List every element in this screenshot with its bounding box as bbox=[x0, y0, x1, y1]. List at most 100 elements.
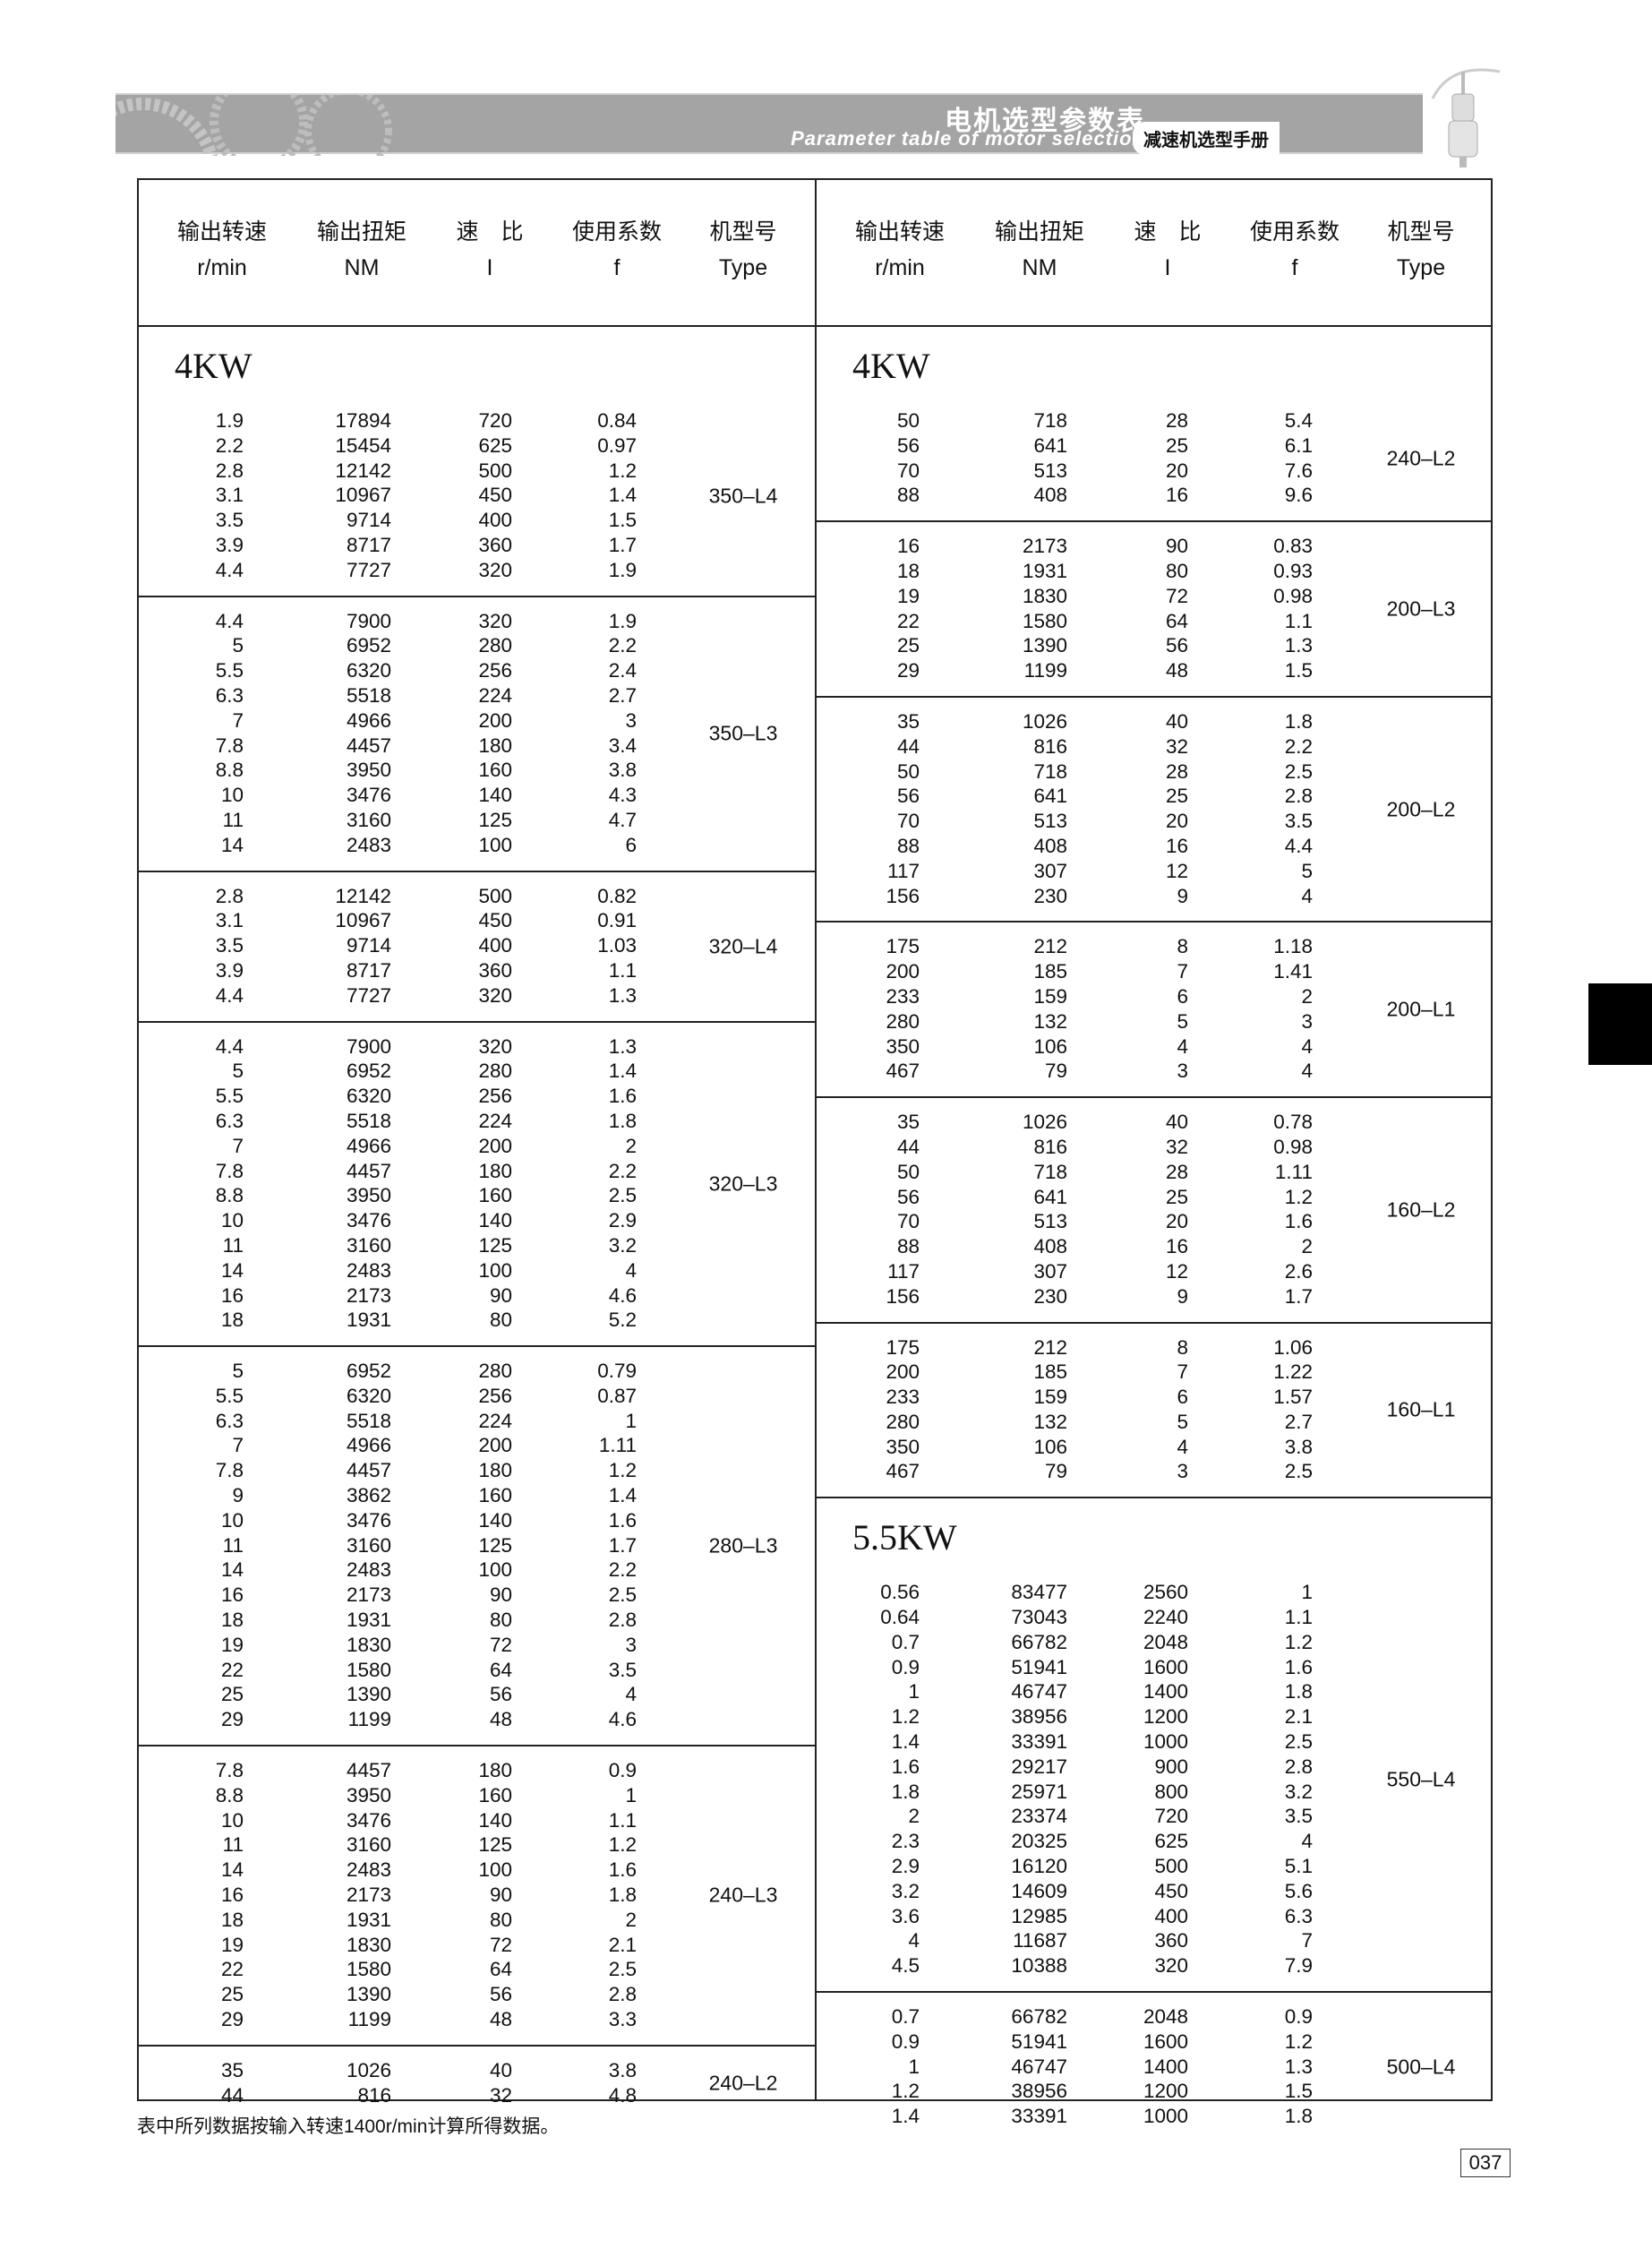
cell: 2.9 bbox=[891, 1855, 920, 1878]
cell: 1.6 bbox=[1284, 1210, 1313, 1233]
cell: 4 bbox=[1301, 1034, 1313, 1058]
cell: 212 bbox=[1033, 935, 1067, 958]
cell: 1.11 bbox=[1274, 1160, 1313, 1183]
model-group: 0.7 66782 2048 0.9 0.9 51941 1600 1.2 1 46747 1400… bbox=[817, 1993, 1491, 2141]
cell: 1.11 bbox=[598, 1434, 637, 1457]
table-row: 88 408 16 4.4 bbox=[817, 834, 1491, 859]
cell: 2.8 bbox=[215, 884, 244, 907]
cell: 500 bbox=[1154, 1855, 1188, 1878]
table-row: 156 230 9 1.7 bbox=[817, 1284, 1491, 1309]
cell: 0.64 bbox=[880, 1606, 920, 1629]
cell: 12142 bbox=[335, 459, 391, 482]
table-row: 5.5 6320 256 2.4 bbox=[139, 658, 815, 683]
cell: 1026 bbox=[1022, 709, 1067, 733]
cell: 185 bbox=[1033, 1360, 1067, 1384]
table-row: 1.2 38956 1200 1.5 bbox=[817, 2079, 1491, 2104]
table-row: 22 1580 64 3.5 bbox=[139, 1658, 815, 1683]
table-row: 2.9 16120 500 5.1 bbox=[817, 1854, 1491, 1879]
cell: 256 bbox=[478, 1384, 512, 1407]
cell: 90 bbox=[1165, 535, 1188, 558]
column-header-unit: r/min bbox=[197, 255, 247, 280]
cell: 11 bbox=[222, 1533, 244, 1557]
table-row: 16 2173 90 1.8 bbox=[139, 1883, 815, 1908]
cell: 14 bbox=[220, 833, 244, 856]
cell: 1600 bbox=[1143, 2030, 1188, 2053]
table-row: 10 3476 140 1.1 bbox=[139, 1808, 815, 1833]
cell: 3.9 bbox=[215, 958, 244, 982]
table-row: 35 1026 40 0.78 bbox=[817, 1110, 1491, 1135]
cell: 2 bbox=[625, 1134, 637, 1157]
table-row: 14 2483 100 1.6 bbox=[139, 1858, 815, 1883]
cell: 450 bbox=[1154, 1879, 1188, 1902]
table-row: 3.5 9714 400 1.03 bbox=[139, 933, 815, 958]
cell: 625 bbox=[478, 433, 512, 457]
table-row: 18 1931 80 2.8 bbox=[139, 1608, 815, 1633]
cell: 4966 bbox=[346, 1434, 391, 1457]
cell: 132 bbox=[1033, 1410, 1067, 1433]
cell: 1.9 bbox=[215, 409, 244, 432]
cell: 1400 bbox=[1143, 2055, 1188, 2078]
cell: 1 bbox=[625, 1783, 637, 1806]
cell: 11 bbox=[222, 1833, 244, 1857]
cell: 320 bbox=[478, 558, 512, 581]
table-panel-1: 输出转速 r/min 输出扭矩 NM 速 比 I 使用系数 f 机型号 Type 4KW 1.9 178… bbox=[139, 180, 815, 2107]
table-row: 467 79 3 2.5 bbox=[817, 1459, 1491, 1484]
cell: 224 bbox=[478, 1409, 512, 1432]
model-type: 240–L2 bbox=[1386, 446, 1456, 470]
cell: 79 bbox=[1044, 1460, 1067, 1483]
cell: 3476 bbox=[346, 1508, 391, 1532]
cell: 233 bbox=[886, 1386, 920, 1409]
table-row: 14 2483 100 4 bbox=[139, 1258, 815, 1283]
cell: 2240 bbox=[1143, 1606, 1188, 1629]
cell: 1.06 bbox=[1273, 1335, 1313, 1359]
cell: 6 bbox=[625, 833, 637, 856]
cell: 200 bbox=[886, 960, 920, 983]
cell: 3862 bbox=[346, 1484, 391, 1507]
cell: 12 bbox=[1165, 859, 1188, 882]
column-header-cn: 速 比 bbox=[456, 219, 524, 245]
cell: 56 bbox=[896, 785, 920, 808]
cell: 5.2 bbox=[608, 1309, 637, 1332]
cell: 212 bbox=[1033, 1335, 1067, 1359]
model-group: 50 718 28 5.4 56 641 25 6.1 70 513 20 7.6 88 408 16 9.6… bbox=[817, 397, 1491, 523]
table-row: 7.8 4457 180 0.9 bbox=[139, 1758, 815, 1783]
cell: 5.1 bbox=[1284, 1855, 1313, 1878]
cell: 233 bbox=[886, 984, 920, 1008]
table-row: 6.3 5518 224 1.8 bbox=[139, 1109, 815, 1134]
table-row: 70 513 20 7.6 bbox=[817, 459, 1491, 484]
cell: 51941 bbox=[1011, 2030, 1067, 2053]
table-row: 280 132 5 3 bbox=[817, 1009, 1491, 1034]
cell: 720 bbox=[1154, 1805, 1188, 1828]
cell: 12985 bbox=[1011, 1904, 1067, 1927]
cell: 350 bbox=[886, 1034, 920, 1058]
cell: 1830 bbox=[1022, 584, 1067, 607]
cell: 816 bbox=[1033, 1135, 1067, 1158]
model-type: 320–L4 bbox=[708, 934, 778, 958]
cell: 16 bbox=[220, 1283, 244, 1307]
cell: 125 bbox=[478, 1233, 512, 1257]
cell: 1.5 bbox=[608, 509, 637, 532]
cell: 4 bbox=[1177, 1034, 1188, 1058]
cell: 1400 bbox=[1143, 1680, 1188, 1703]
cell: 80 bbox=[489, 1309, 512, 1332]
cell: 1.7 bbox=[608, 1533, 637, 1557]
cell: 1.7 bbox=[1284, 1284, 1313, 1308]
table-row: 2.2 15454 625 0.97 bbox=[139, 433, 815, 459]
table-row: 5.5 6320 256 1.6 bbox=[139, 1084, 815, 1109]
cell: 280 bbox=[478, 1060, 512, 1083]
table-row: 1.9 17894 720 0.84 bbox=[139, 408, 815, 433]
cell: 3476 bbox=[346, 1209, 391, 1232]
table-row: 5 6952 280 0.79 bbox=[139, 1359, 815, 1384]
cell: 1.7 bbox=[608, 533, 637, 556]
cell: 3.4 bbox=[608, 734, 637, 757]
cell: 185 bbox=[1033, 960, 1067, 983]
cell: 3.8 bbox=[608, 2058, 637, 2081]
cell: 125 bbox=[478, 1833, 512, 1857]
cell: 9 bbox=[232, 1484, 244, 1507]
cell: 350 bbox=[886, 1435, 920, 1458]
cell: 2 bbox=[1301, 1235, 1313, 1258]
cell: 12142 bbox=[335, 884, 391, 907]
cell: 1.2 bbox=[608, 1459, 637, 1482]
cell: 467 bbox=[886, 1460, 920, 1483]
table-row: 175 212 8 1.06 bbox=[817, 1335, 1491, 1360]
